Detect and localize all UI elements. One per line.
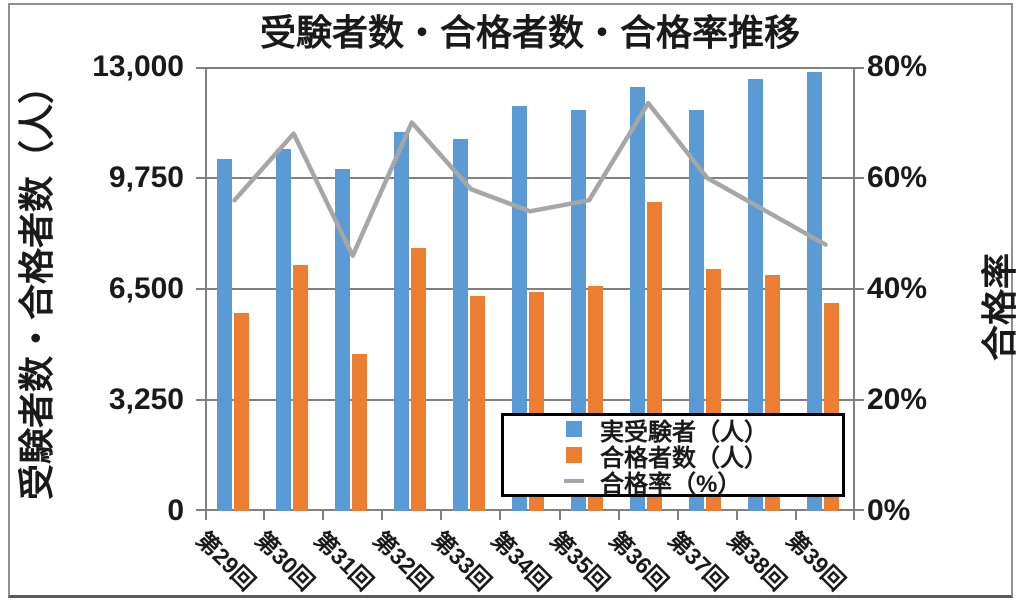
chart-title: 受験者数・合格者数・合格率推移 <box>259 12 800 53</box>
legend-label-2: 合格率（%） <box>600 470 742 498</box>
x-axis-tick-mark-1 <box>263 511 266 520</box>
right-axis-tick-label-0: 80% <box>867 50 928 83</box>
x-axis-tick-mark-2 <box>322 511 325 520</box>
x-axis-tick-mark-9 <box>735 511 738 520</box>
legend-square-swatch <box>564 421 584 437</box>
legend: 実受験者（人） 合格者数（人） 合格率（%） <box>501 413 845 498</box>
x-axis-tick-mark-0 <box>205 511 207 520</box>
passers-bar-1 <box>292 265 308 511</box>
x-axis-tick-mark-11 <box>853 511 855 520</box>
legend-label-0: 実受験者（人） <box>600 418 768 446</box>
right-axis-tick-mark-1 <box>855 177 864 179</box>
legend-line-swatch <box>564 479 584 483</box>
examinees-bar-9 <box>748 79 764 511</box>
left-axis-tick-mark-4 <box>196 509 205 511</box>
right-axis-tick-mark-4 <box>855 509 864 511</box>
passers-bar-4 <box>469 296 485 511</box>
left-axis-tick-label-2: 6,500 <box>108 272 184 305</box>
left-axis-tick-mark-0 <box>196 67 205 69</box>
left-axis-tick-label-4: 0 <box>167 494 184 527</box>
right-axis-tick-mark-2 <box>855 288 864 290</box>
gridline-0 <box>205 67 855 69</box>
right-axis-line <box>853 67 855 511</box>
x-axis-tick-mark-3 <box>381 511 384 520</box>
right-axis-tick-label-3: 20% <box>867 383 928 416</box>
legend-square-swatch <box>564 447 584 463</box>
gridline-2 <box>205 288 855 290</box>
left-axis-tick-label-0: 13,000 <box>92 50 184 83</box>
left-axis-tick-mark-1 <box>196 177 205 179</box>
gridline-1 <box>205 177 855 179</box>
pass-rate-line <box>232 100 828 258</box>
right-axis-tick-label-1: 60% <box>867 161 928 194</box>
left-axis-line <box>205 67 207 511</box>
x-axis-tick-mark-5 <box>499 511 502 520</box>
examinees-bar-8 <box>689 110 705 511</box>
examinees-bar-0 <box>216 159 232 511</box>
legend-label-1: 合格者数（人） <box>600 444 768 472</box>
passers-bar-2 <box>351 354 367 511</box>
x-axis-tick-mark-8 <box>676 511 679 520</box>
line-swatch-icon <box>564 479 584 483</box>
examinees-bar-7 <box>630 87 646 511</box>
left-axis-tick-label-1: 9,750 <box>108 161 184 194</box>
examinees-bar-10 <box>807 72 823 511</box>
x-axis-tick-mark-10 <box>794 511 797 520</box>
left-axis-tick-mark-3 <box>196 399 205 401</box>
right-axis-tick-label-4: 0% <box>867 494 911 527</box>
examinees-bar-1 <box>275 149 291 511</box>
legend-entry-0: 実受験者（人） <box>504 416 842 446</box>
x-axis-tick-mark-7 <box>617 511 620 520</box>
square-swatch-icon <box>566 447 582 463</box>
examinees-bar-4 <box>452 139 468 511</box>
square-swatch-icon <box>566 421 582 437</box>
right-axis-tick-mark-3 <box>855 399 864 401</box>
examinees-bar-2 <box>334 169 350 511</box>
left-axis-tick-mark-2 <box>196 288 205 290</box>
legend-entry-2: 合格率（%） <box>504 468 842 498</box>
right-axis-title: 合格率 <box>979 252 1020 362</box>
examinees-bar-6 <box>571 110 587 511</box>
chart-outer-border <box>8 3 1013 598</box>
x-axis-tick-mark-6 <box>558 511 561 520</box>
passers-bar-3 <box>410 248 426 511</box>
passers-bar-0 <box>233 313 249 511</box>
right-axis-tick-label-2: 40% <box>867 272 928 305</box>
left-axis-tick-label-3: 3,250 <box>108 383 184 416</box>
right-axis-tick-mark-0 <box>855 67 864 69</box>
examinees-bar-3 <box>393 132 409 511</box>
legend-entry-1: 合格者数（人） <box>504 442 842 472</box>
x-axis-tick-mark-4 <box>440 511 443 520</box>
